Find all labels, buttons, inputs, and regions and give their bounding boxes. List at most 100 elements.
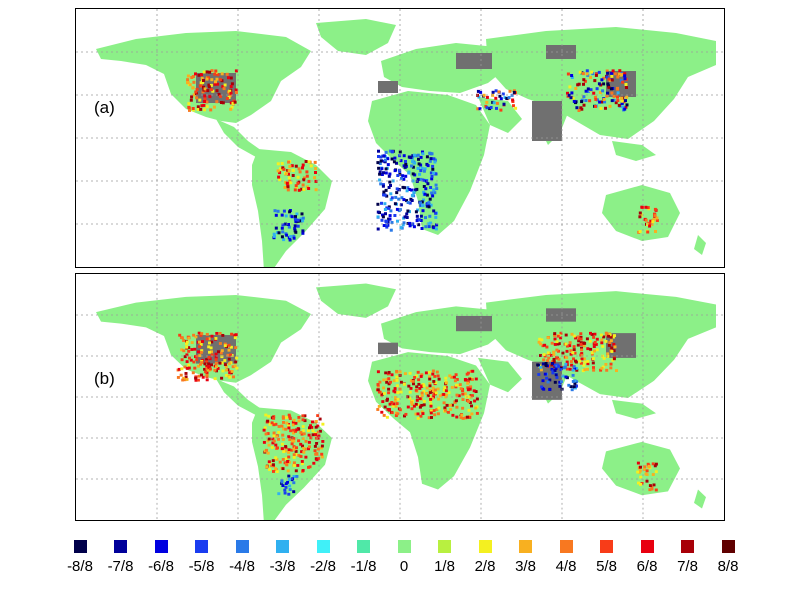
data-cell — [557, 342, 561, 346]
data-cell — [645, 469, 649, 473]
data-cell — [295, 185, 299, 189]
data-cell — [564, 375, 568, 379]
data-cell — [461, 406, 465, 410]
data-cell — [233, 364, 237, 368]
data-cell — [395, 402, 399, 406]
data-cell — [405, 216, 409, 219]
data-cell — [612, 98, 616, 102]
data-cell — [625, 103, 629, 107]
data-cell — [208, 341, 211, 345]
data-cell — [383, 405, 387, 409]
data-cell — [309, 164, 313, 168]
legend-label: 6/8 — [636, 558, 658, 575]
data-cell — [402, 221, 406, 225]
data-cell — [294, 421, 298, 425]
data-cell — [301, 231, 305, 235]
data-cell — [278, 460, 282, 464]
data-cell — [281, 458, 285, 461]
data-cell — [553, 333, 557, 337]
data-cell — [406, 405, 410, 409]
data-cell — [455, 405, 459, 409]
data-cell — [495, 106, 498, 110]
data-cell — [384, 167, 388, 171]
data-cell — [582, 103, 586, 107]
data-cell — [654, 462, 658, 466]
data-cell — [262, 428, 266, 432]
data-cell — [227, 348, 231, 352]
data-cell — [223, 359, 227, 362]
data-cell — [413, 188, 417, 192]
data-cell — [287, 455, 291, 459]
data-cell — [545, 345, 549, 349]
data-cell — [408, 371, 412, 375]
data-cell — [451, 413, 455, 417]
data-cell — [274, 456, 278, 460]
data-cell — [600, 78, 604, 82]
land-mass — [478, 357, 522, 393]
data-cell — [303, 447, 307, 451]
data-cell — [553, 343, 557, 346]
data-cell — [602, 82, 606, 86]
data-cell — [234, 333, 238, 337]
data-cell — [609, 87, 613, 91]
data-cell — [574, 87, 578, 90]
data-cell — [565, 376, 569, 380]
legend-label: -4/8 — [229, 558, 255, 575]
data-cell — [178, 333, 182, 337]
data-cell — [539, 354, 542, 357]
data-cell — [461, 389, 465, 393]
land-mass — [612, 399, 656, 419]
data-cell — [303, 419, 307, 423]
data-cell — [270, 464, 274, 468]
data-cell — [315, 458, 319, 462]
data-cell — [280, 226, 284, 230]
data-cell — [287, 423, 290, 426]
data-cell — [397, 197, 401, 201]
data-cell — [599, 333, 603, 337]
data-cell — [208, 70, 212, 74]
legend-swatch — [397, 540, 411, 553]
data-cell — [548, 378, 552, 382]
data-cell — [417, 223, 421, 227]
legend-swatch — [154, 540, 168, 553]
data-cell — [453, 379, 457, 383]
data-cell — [432, 171, 436, 175]
data-cell — [419, 201, 422, 205]
data-cell — [419, 169, 423, 173]
data-cell — [291, 168, 295, 172]
legend-item: 1/8 — [423, 540, 467, 575]
data-cell — [383, 193, 387, 197]
legend-item: 5/8 — [585, 540, 629, 575]
data-cell — [428, 384, 432, 388]
data-cell — [185, 378, 189, 381]
data-cell — [272, 470, 275, 473]
data-cell — [604, 339, 608, 343]
data-cell — [294, 469, 298, 473]
data-cell — [494, 89, 498, 93]
data-cell — [596, 98, 599, 102]
data-cell — [200, 104, 204, 108]
data-cell — [540, 338, 544, 342]
data-cell — [450, 403, 454, 407]
data-cell — [592, 335, 596, 339]
world-map-a — [76, 9, 724, 267]
legend-label: -3/8 — [269, 558, 296, 575]
data-cell — [512, 104, 515, 108]
data-cell — [392, 379, 396, 383]
data-cell — [551, 369, 555, 373]
data-cell — [423, 192, 427, 196]
data-cell — [296, 175, 300, 179]
data-cell — [288, 415, 292, 419]
data-cell — [185, 366, 189, 370]
data-cell — [477, 95, 481, 99]
data-cell — [512, 90, 516, 94]
data-cell — [655, 219, 659, 222]
data-cell — [606, 355, 610, 358]
data-cell — [546, 336, 550, 340]
data-cell — [580, 352, 584, 355]
data-cell — [580, 107, 584, 111]
data-cell — [229, 345, 233, 349]
data-cell — [433, 413, 437, 417]
data-cell — [609, 335, 613, 339]
data-cell — [592, 366, 595, 369]
